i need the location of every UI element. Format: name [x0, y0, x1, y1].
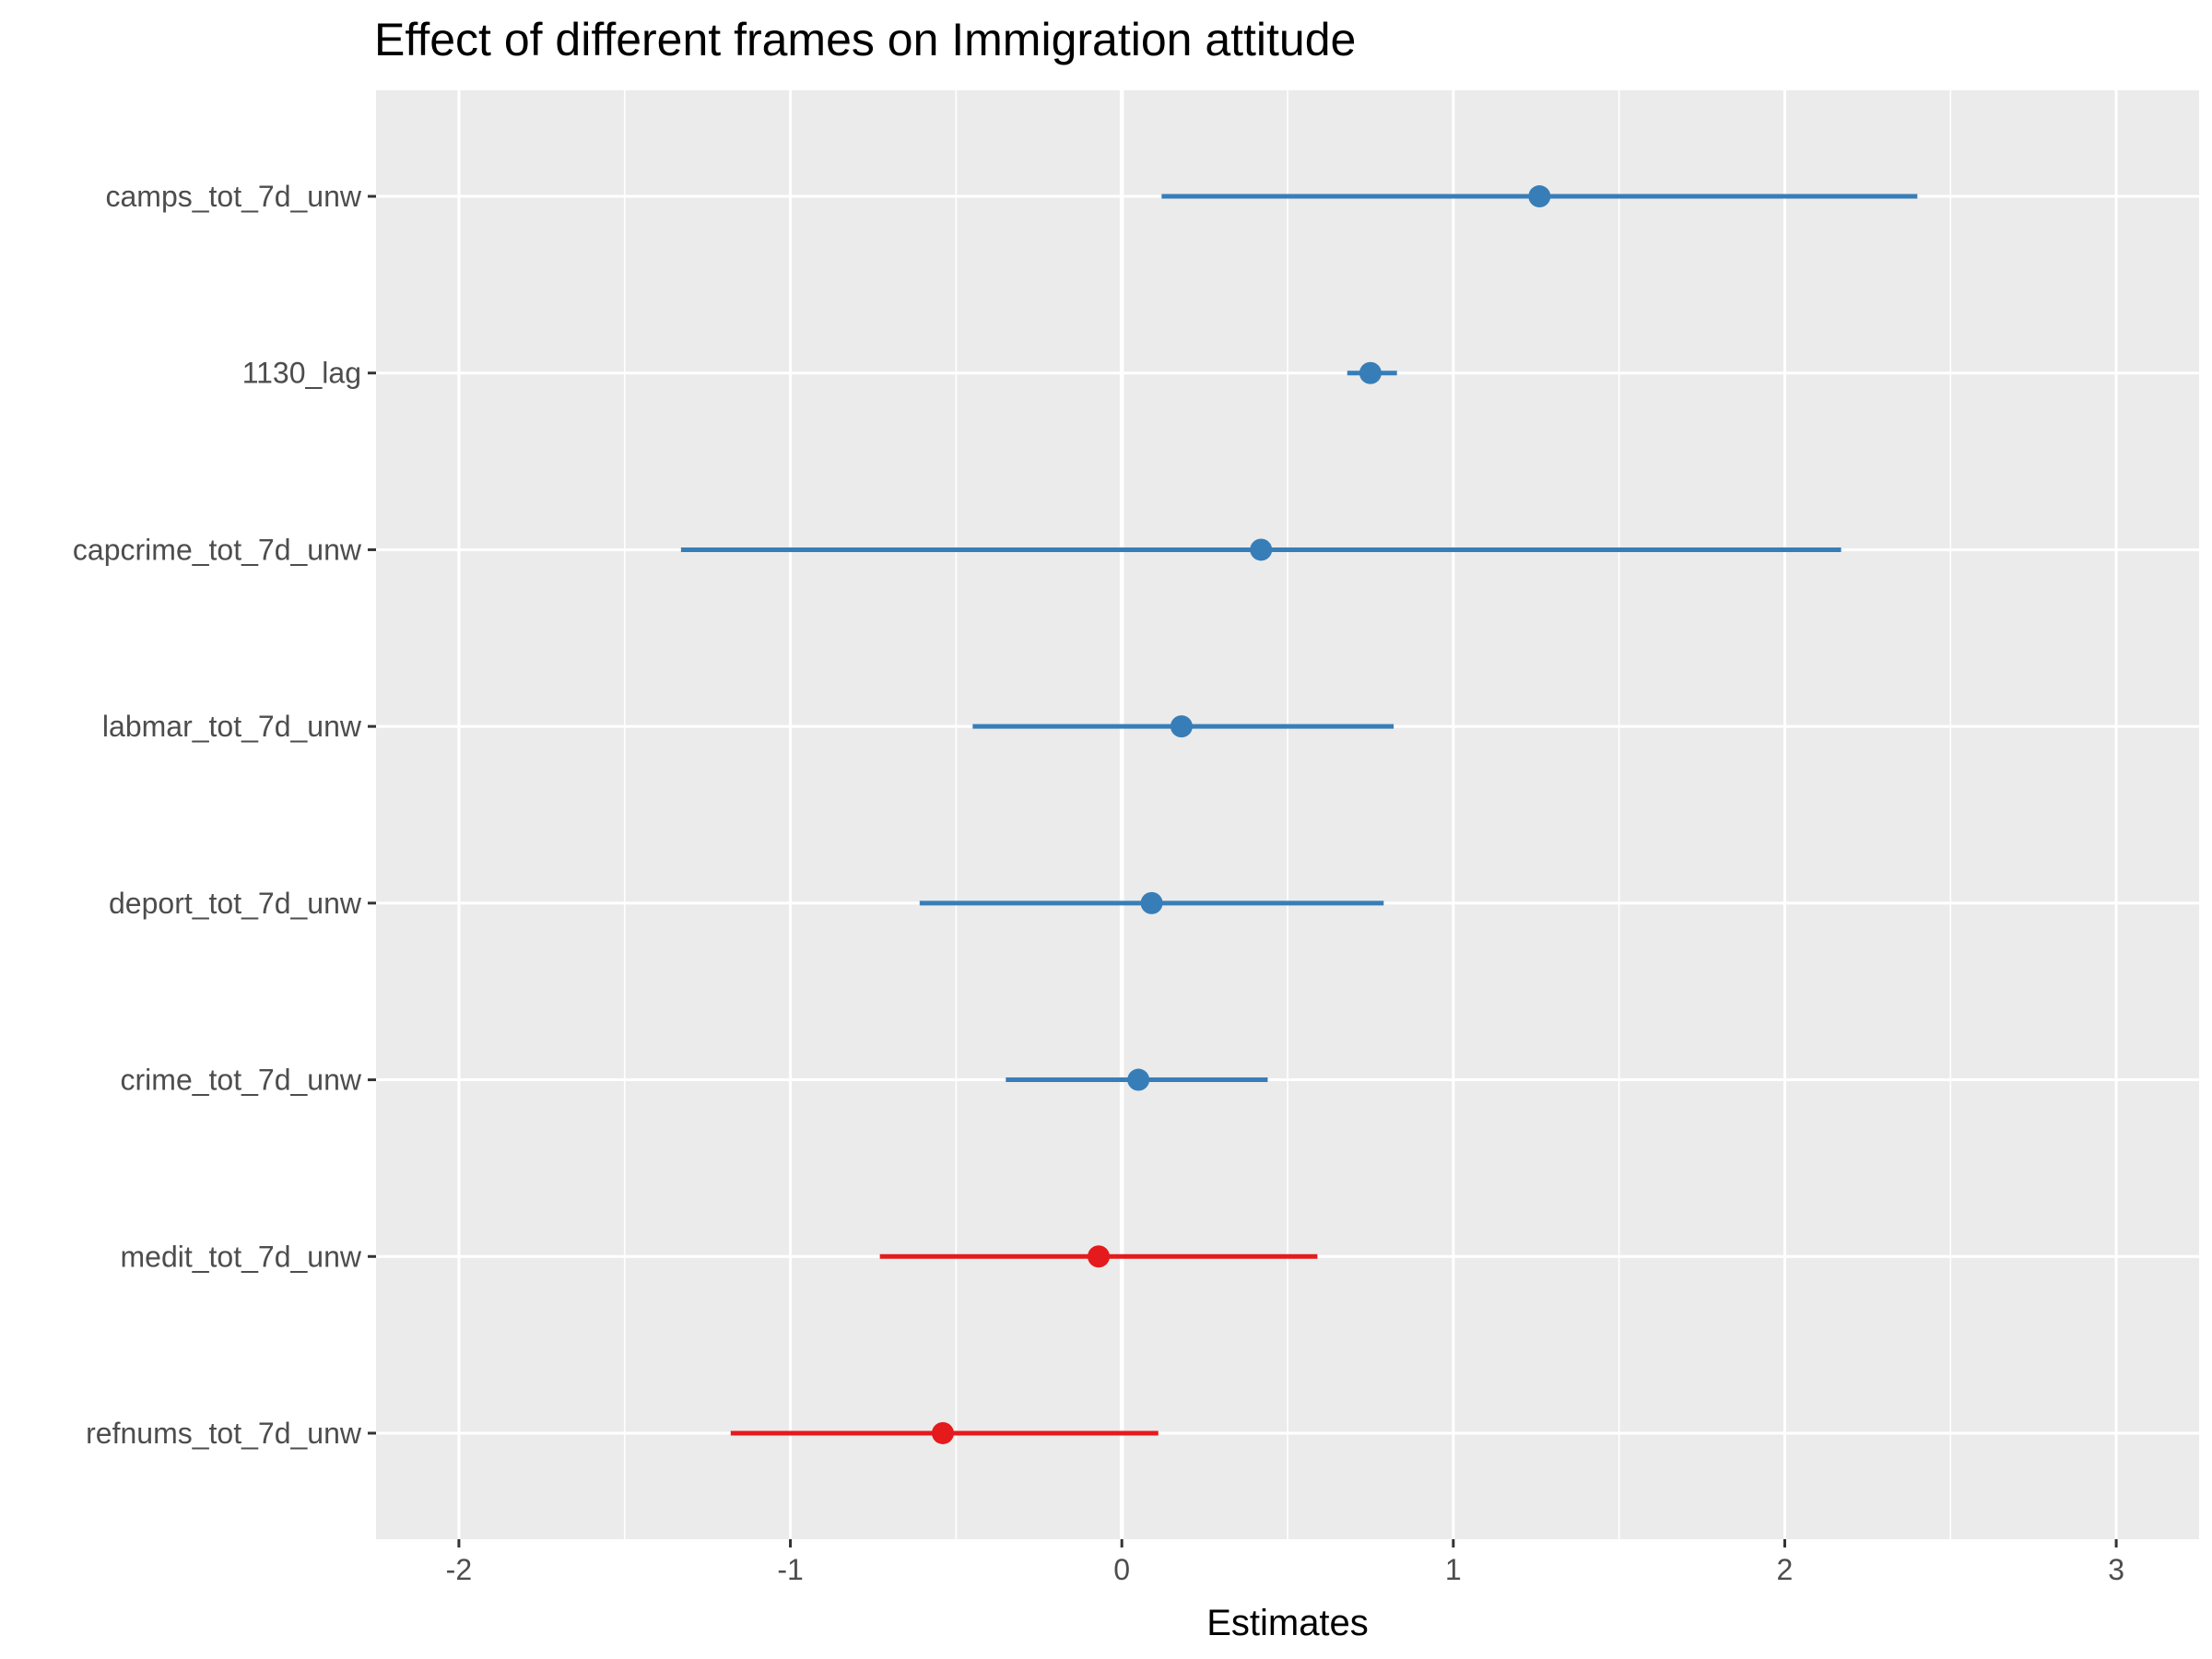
y-tick-label: refnums_tot_7d_unw — [86, 1417, 362, 1450]
y-tick-label: camps_tot_7d_unw — [105, 180, 361, 213]
y-tick-label: medit_tot_7d_unw — [120, 1240, 361, 1273]
x-tick-label: 3 — [2108, 1553, 2124, 1586]
x-tick-label: 2 — [1777, 1553, 1794, 1586]
point-estimate-camps_tot_7d_unw — [1528, 185, 1551, 208]
y-tick-label: crime_tot_7d_unw — [121, 1064, 362, 1097]
y-tick-label: deport_tot_7d_unw — [109, 887, 362, 920]
minor-gridlines — [623, 90, 1952, 1539]
y-tick-label: capcrime_tot_7d_unw — [73, 533, 362, 566]
x-axis: -2 -1 0 1 2 3 — [446, 1539, 2124, 1586]
x-tick-label: 0 — [1113, 1553, 1130, 1586]
y-axis: camps_tot_7d_unw 1130_lag capcrime_tot_7d_… — [73, 180, 376, 1450]
x-tick-label: 1 — [1445, 1553, 1462, 1586]
x-tick-label: -1 — [777, 1553, 803, 1586]
point-estimate-capcrime_tot_7d_unw — [1250, 538, 1273, 561]
chart-title: Effect of different frames on Immigratio… — [374, 14, 1357, 65]
point-estimate-1130_lag — [1359, 361, 1382, 384]
point-estimate-labmar_tot_7d_unw — [1170, 715, 1193, 738]
point-estimate-refnums_tot_7d_unw — [931, 1421, 954, 1444]
point-estimate-crime_tot_7d_unw — [1127, 1068, 1150, 1091]
estimate-marks — [680, 185, 1918, 1444]
point-estimate-medit_tot_7d_unw — [1088, 1245, 1111, 1268]
y-tick-label: labmar_tot_7d_unw — [102, 710, 362, 743]
x-tick-label: -2 — [446, 1553, 472, 1586]
point-estimate-deport_tot_7d_unw — [1140, 891, 1163, 914]
x-axis-title: Estimates — [1206, 1603, 1369, 1643]
y-tick-label: 1130_lag — [242, 357, 361, 390]
